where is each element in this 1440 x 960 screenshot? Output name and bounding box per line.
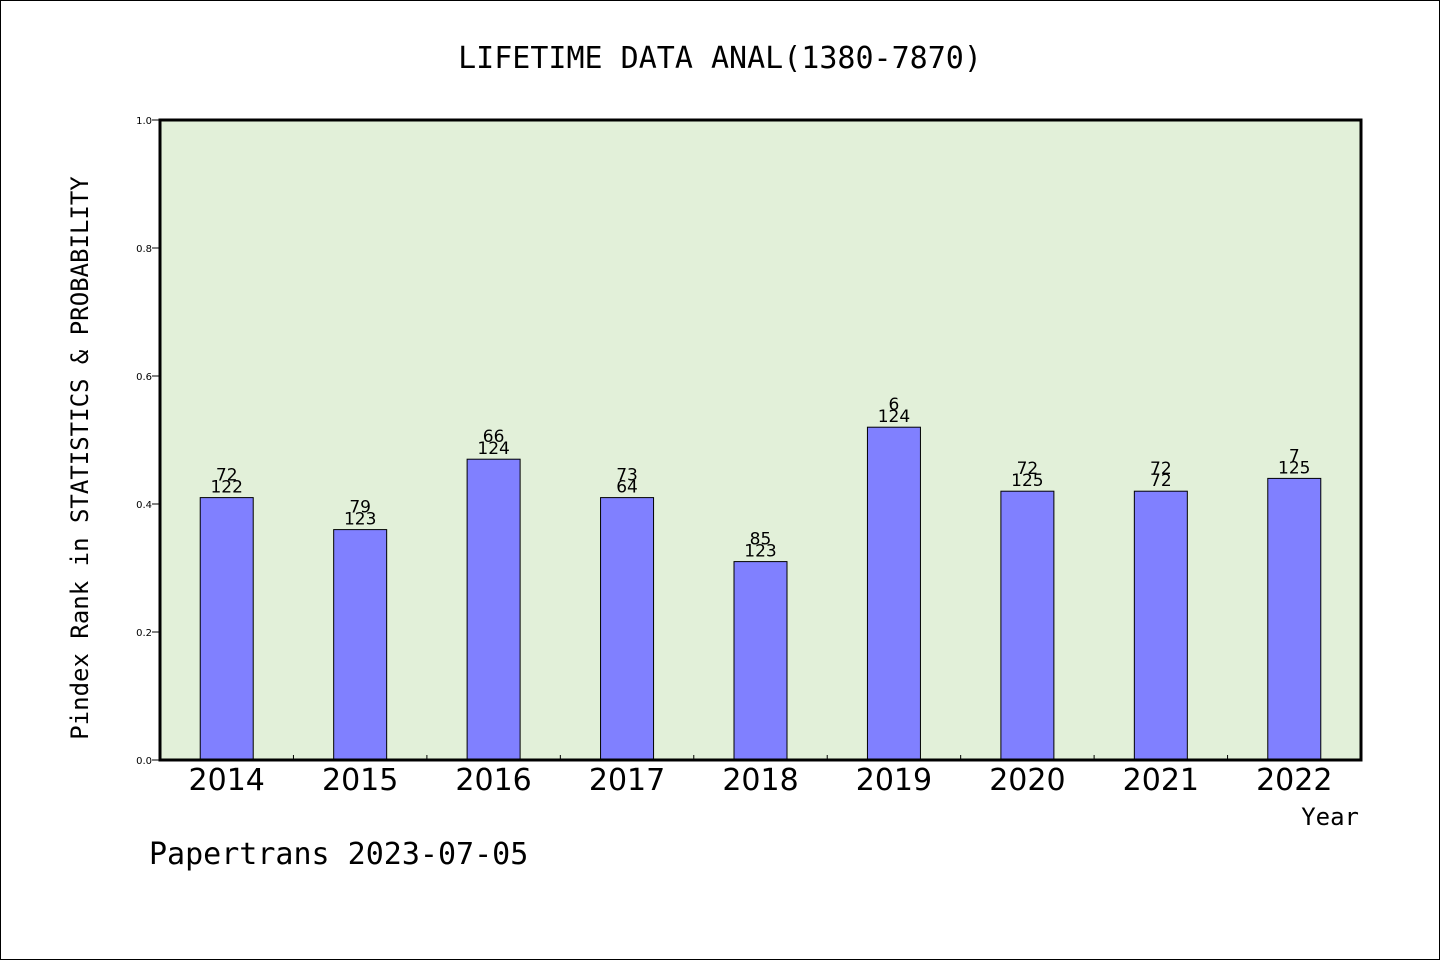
data-labels: 7212279123661247364851236124721257272712… bbox=[210, 395, 1310, 561]
y-tick-label: 1.0 bbox=[136, 116, 152, 127]
x-tick-label: 2020 bbox=[989, 763, 1065, 798]
data-label-bottom: 64 bbox=[616, 478, 638, 498]
data-label-bottom: 125 bbox=[1011, 471, 1043, 491]
bar-2014 bbox=[199, 497, 254, 761]
x-tick-label: 2017 bbox=[589, 763, 665, 798]
x-tick-label: 2022 bbox=[1256, 763, 1332, 798]
x-tick-label: 2016 bbox=[455, 763, 531, 798]
y-tick-label: 0.4 bbox=[136, 500, 152, 511]
data-label-bottom: 122 bbox=[210, 478, 242, 498]
data-label-top: 6 bbox=[889, 395, 900, 415]
x-axis-label: Year bbox=[1301, 803, 1359, 831]
data-label-bottom: 123 bbox=[744, 542, 776, 562]
x-tick-label: 2021 bbox=[1123, 763, 1199, 798]
data-label-top: 79 bbox=[349, 498, 371, 518]
footer-note: Papertrans 2023-07-05 bbox=[149, 837, 528, 872]
data-label-top: 85 bbox=[750, 530, 772, 550]
chart-title: LIFETIME DATA ANAL(1380-7870) bbox=[458, 41, 982, 76]
y-axis-label: Pindex Rank in STATISTICS & PROBABILITY bbox=[66, 176, 94, 740]
data-label-bottom: 124 bbox=[878, 407, 910, 427]
data-label-top: 73 bbox=[616, 466, 638, 486]
bars bbox=[199, 426, 1322, 761]
y-tick-label: 0.8 bbox=[136, 244, 152, 255]
data-label-top: 72 bbox=[1150, 459, 1172, 479]
bar-2015 bbox=[333, 529, 388, 761]
data-label-bottom: 123 bbox=[344, 510, 376, 530]
data-label-top: 7 bbox=[1289, 446, 1300, 466]
x-tick-label: 2018 bbox=[722, 763, 798, 798]
x-tick-label: 2014 bbox=[189, 763, 265, 798]
bar-2016 bbox=[466, 458, 521, 761]
x-tick-label: 2015 bbox=[322, 763, 398, 798]
data-label-top: 66 bbox=[483, 427, 505, 447]
data-label-bottom: 72 bbox=[1150, 471, 1172, 491]
bar-2019 bbox=[866, 426, 921, 761]
data-label-bottom: 124 bbox=[477, 439, 509, 459]
data-label-top: 72 bbox=[216, 466, 238, 486]
bar-2021 bbox=[1133, 490, 1188, 761]
bar-2018 bbox=[733, 561, 788, 761]
bar-2020 bbox=[1000, 490, 1055, 761]
y-tick-label: 0.6 bbox=[136, 372, 152, 383]
plot-border bbox=[158, 118, 1363, 762]
x-tick-label: 2019 bbox=[856, 763, 932, 798]
x-axis: 2014 2015 2016 2017 2018 2019 2020 2021 2022 bbox=[189, 755, 1332, 798]
bar-2017 bbox=[600, 497, 655, 761]
data-label-bottom: 125 bbox=[1278, 458, 1310, 478]
bar-2022 bbox=[1267, 477, 1322, 761]
y-axis: 0.0 0.2 0.4 0.6 0.8 1.0 bbox=[136, 116, 160, 767]
y-tick-label: 0.2 bbox=[136, 628, 152, 639]
y-tick-label: 0.0 bbox=[136, 756, 152, 767]
data-label-top: 72 bbox=[1017, 459, 1039, 479]
